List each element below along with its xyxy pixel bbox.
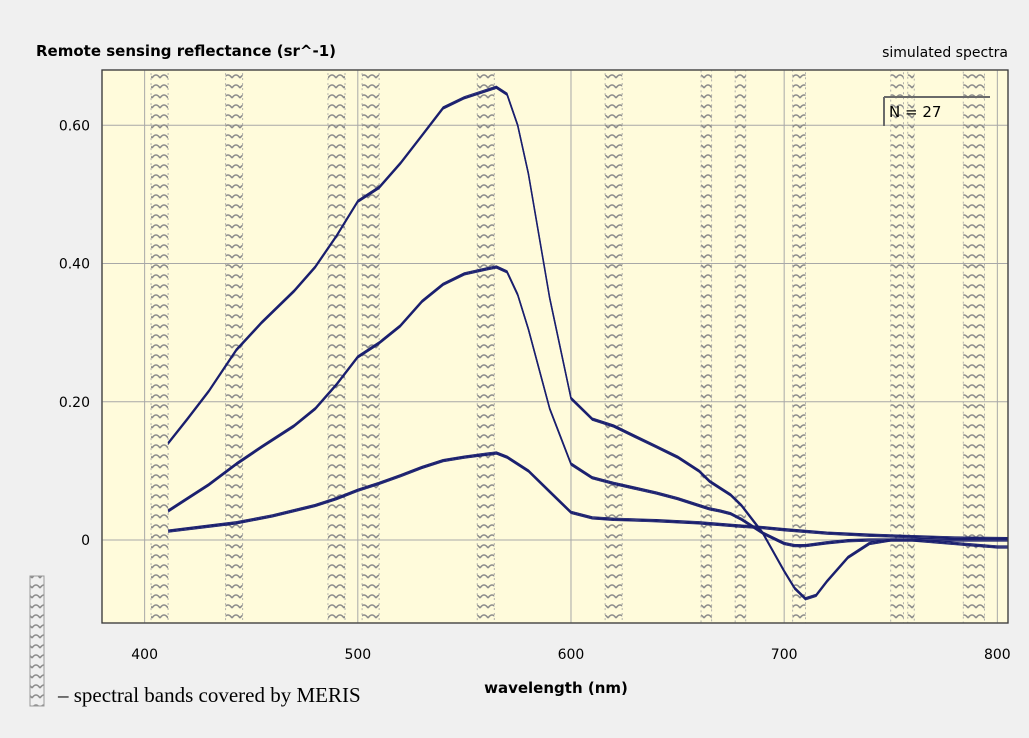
y-tick-labels: 0 0.20 0.40 0.60 bbox=[59, 118, 90, 549]
meris-band-8 bbox=[734, 69, 747, 624]
x-tick-label-3: 700 bbox=[771, 647, 798, 663]
series-1-line-3 bbox=[167, 88, 1008, 601]
x-tick-labels: 400 500 600 700 800 bbox=[131, 647, 1010, 663]
meris-band-4 bbox=[361, 69, 380, 624]
x-axis-title: wavelength (nm) bbox=[484, 679, 628, 697]
chart-subtitle: simulated spectra bbox=[882, 45, 1008, 61]
series-1 bbox=[167, 85, 1008, 601]
series-2-line-3 bbox=[167, 267, 1008, 548]
meris-band-9 bbox=[792, 69, 806, 624]
y-tick-label-2: 0.40 bbox=[59, 257, 90, 273]
series-1-line-2 bbox=[167, 86, 1008, 600]
series-3-line-3 bbox=[168, 453, 1009, 541]
x-tick-label-1: 500 bbox=[344, 647, 371, 663]
x-tick-label-2: 600 bbox=[558, 647, 585, 663]
meris-band-1 bbox=[150, 69, 169, 624]
meris-band-2 bbox=[225, 69, 244, 624]
series-3-line-2 bbox=[168, 452, 1009, 540]
meris-band-7 bbox=[700, 69, 713, 624]
plot-area bbox=[101, 69, 1009, 624]
legend-label: – spectral bands covered by MERIS bbox=[57, 683, 361, 707]
x-tick-label-0: 400 bbox=[131, 647, 158, 663]
y-tick-label-1: 0.20 bbox=[59, 395, 90, 411]
meris-band-3 bbox=[327, 69, 346, 624]
series-lines bbox=[167, 85, 1009, 601]
x-tick-label-4: 800 bbox=[984, 647, 1011, 663]
meris-bands bbox=[150, 69, 985, 624]
y-tick-label-0: 0 bbox=[81, 533, 90, 549]
legend: – spectral bands covered by MERIS bbox=[29, 575, 361, 707]
series-2 bbox=[167, 265, 1008, 548]
series-3 bbox=[168, 451, 1009, 541]
series-3-line-1 bbox=[168, 451, 1009, 538]
meris-band-6 bbox=[604, 69, 623, 624]
y-tick-label-3: 0.60 bbox=[59, 118, 90, 134]
legend-band-swatch bbox=[29, 575, 45, 707]
chart-title: Remote sensing reflectance (sr^-1) bbox=[36, 42, 336, 60]
n-annotation: N = 27 bbox=[883, 96, 990, 126]
meris-band-5 bbox=[476, 69, 495, 624]
plot-frame bbox=[101, 69, 1009, 624]
n-count-label: N = 27 bbox=[889, 103, 941, 121]
series-2-line-2 bbox=[167, 266, 1008, 547]
meris-band-11 bbox=[907, 69, 915, 624]
